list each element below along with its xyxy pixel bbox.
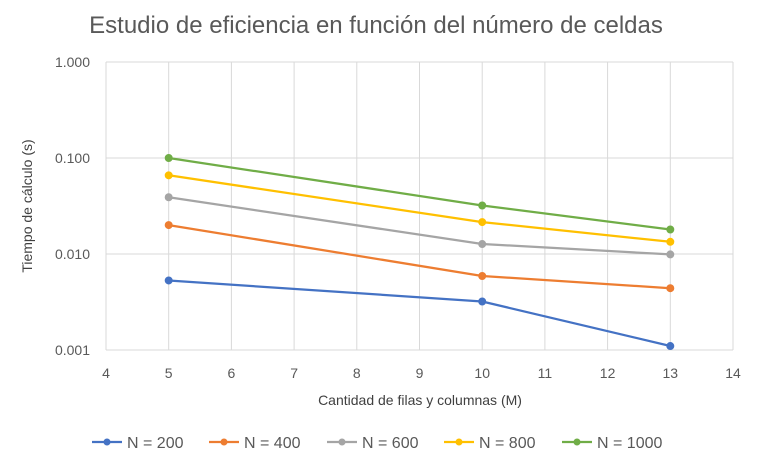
data-point-3-1 [164,193,173,202]
data-point-2-2 [478,271,487,280]
data-point-2-1 [164,221,173,230]
x-tick-label: 8 [353,365,361,381]
x-tick-label: 6 [228,365,236,381]
legend-marker-5 [573,438,581,446]
data-point-3-2 [478,240,487,249]
y-axis-ticks: 0.001 0.010 0.100 1.000 [55,54,90,358]
y-axis-title: Tiempo de cálculo (s) [19,139,35,272]
data-point-4-2 [478,218,487,227]
x-tick-label: 4 [102,365,110,381]
legend-label: N = 400 [244,435,301,452]
series-layer [164,154,675,351]
y-tick-label: 0.100 [55,150,90,166]
legend-marker-1 [103,438,111,446]
legend-label: N = 1000 [597,435,662,452]
legend-marker-4 [455,438,463,446]
data-point-1-1 [164,276,173,285]
gridlines [105,61,734,351]
legend-marker-3 [338,438,346,446]
data-point-1-3 [666,342,675,351]
x-axis-ticks: 4 5 6 7 8 9 10 11 12 13 14 [102,365,741,381]
x-tick-label: 11 [538,365,553,381]
x-tick-label: 12 [600,365,616,381]
chart-title: Estudio de eficiencia en función del núm… [89,12,663,39]
legend-label: N = 800 [479,435,536,452]
y-tick-label: 1.000 [55,54,90,70]
data-point-4-1 [164,171,173,180]
x-tick-label: 10 [474,365,490,381]
legend-label: N = 600 [362,435,419,452]
data-point-1-2 [478,297,487,306]
legend-label: N = 200 [127,435,184,452]
x-tick-label: 5 [165,365,173,381]
x-tick-label: 9 [416,365,424,381]
data-point-5-3 [666,225,675,234]
legend-marker-2 [220,438,228,446]
x-tick-label: 13 [663,365,679,381]
data-point-3-3 [666,250,675,259]
x-axis-title: Cantidad de filas y columnas (M) [318,392,522,408]
y-tick-label: 0.001 [55,342,90,358]
data-point-4-3 [666,237,675,246]
data-point-5-1 [164,154,173,162]
y-tick-label: 0.010 [55,246,90,262]
legend: N = 200 N = 400 N = 600 N = 800 N = 1000 [92,435,662,452]
data-point-5-2 [478,201,487,210]
x-tick-label: 7 [290,365,298,381]
x-tick-label: 14 [725,365,741,381]
data-point-2-3 [666,284,675,293]
